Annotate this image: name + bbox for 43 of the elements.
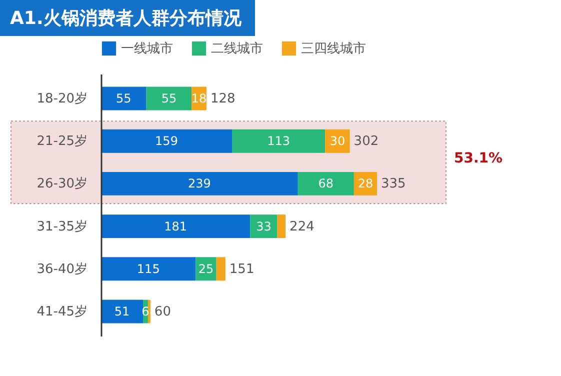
total-label: 151 (229, 262, 254, 277)
total-label: 128 (210, 91, 236, 106)
bar (101, 172, 298, 196)
data-label: 18 (191, 91, 207, 106)
band-label: 53.1% (454, 150, 503, 167)
legend-label: 三四线城市 (301, 41, 366, 56)
bar (101, 129, 232, 153)
total-label: 60 (154, 304, 171, 320)
bar (277, 214, 286, 238)
data-label: 30 (330, 134, 346, 148)
chart-title: A1.火锅消费者人群分布情况 (0, 0, 256, 36)
data-label: 28 (358, 176, 374, 191)
total-label: 302 (354, 134, 379, 150)
bar (196, 257, 216, 281)
y-tick-label: 41-45岁 (36, 304, 88, 320)
total-label: 224 (290, 219, 314, 234)
y-tick-label: 18-20岁 (36, 91, 88, 106)
legend-label: 一线城市 (121, 41, 173, 56)
bar (232, 129, 326, 153)
bar (101, 214, 250, 238)
bar (325, 129, 350, 153)
data-label: 25 (198, 262, 214, 276)
bar (250, 214, 278, 238)
y-tick-label: 21-25岁 (36, 134, 88, 150)
data-label: 51 (114, 304, 130, 319)
total-label: 335 (381, 176, 406, 192)
data-label: 181 (164, 219, 188, 234)
data-label: 239 (188, 176, 211, 191)
bar (216, 257, 226, 281)
bar (101, 257, 196, 281)
bar (298, 172, 354, 196)
data-label: 115 (136, 262, 160, 276)
data-label: 159 (155, 134, 178, 148)
y-tick-label: 36-40岁 (36, 262, 88, 277)
data-label: 33 (256, 219, 272, 234)
data-label: 68 (318, 176, 334, 191)
data-label: 55 (116, 91, 132, 106)
bar (146, 86, 192, 110)
data-label: 113 (267, 134, 290, 148)
y-tick-label: 26-30岁 (36, 176, 88, 192)
data-label: 55 (161, 91, 177, 106)
y-tick-label: 31-35岁 (36, 219, 88, 234)
legend-label: 二线城市 (211, 41, 263, 56)
